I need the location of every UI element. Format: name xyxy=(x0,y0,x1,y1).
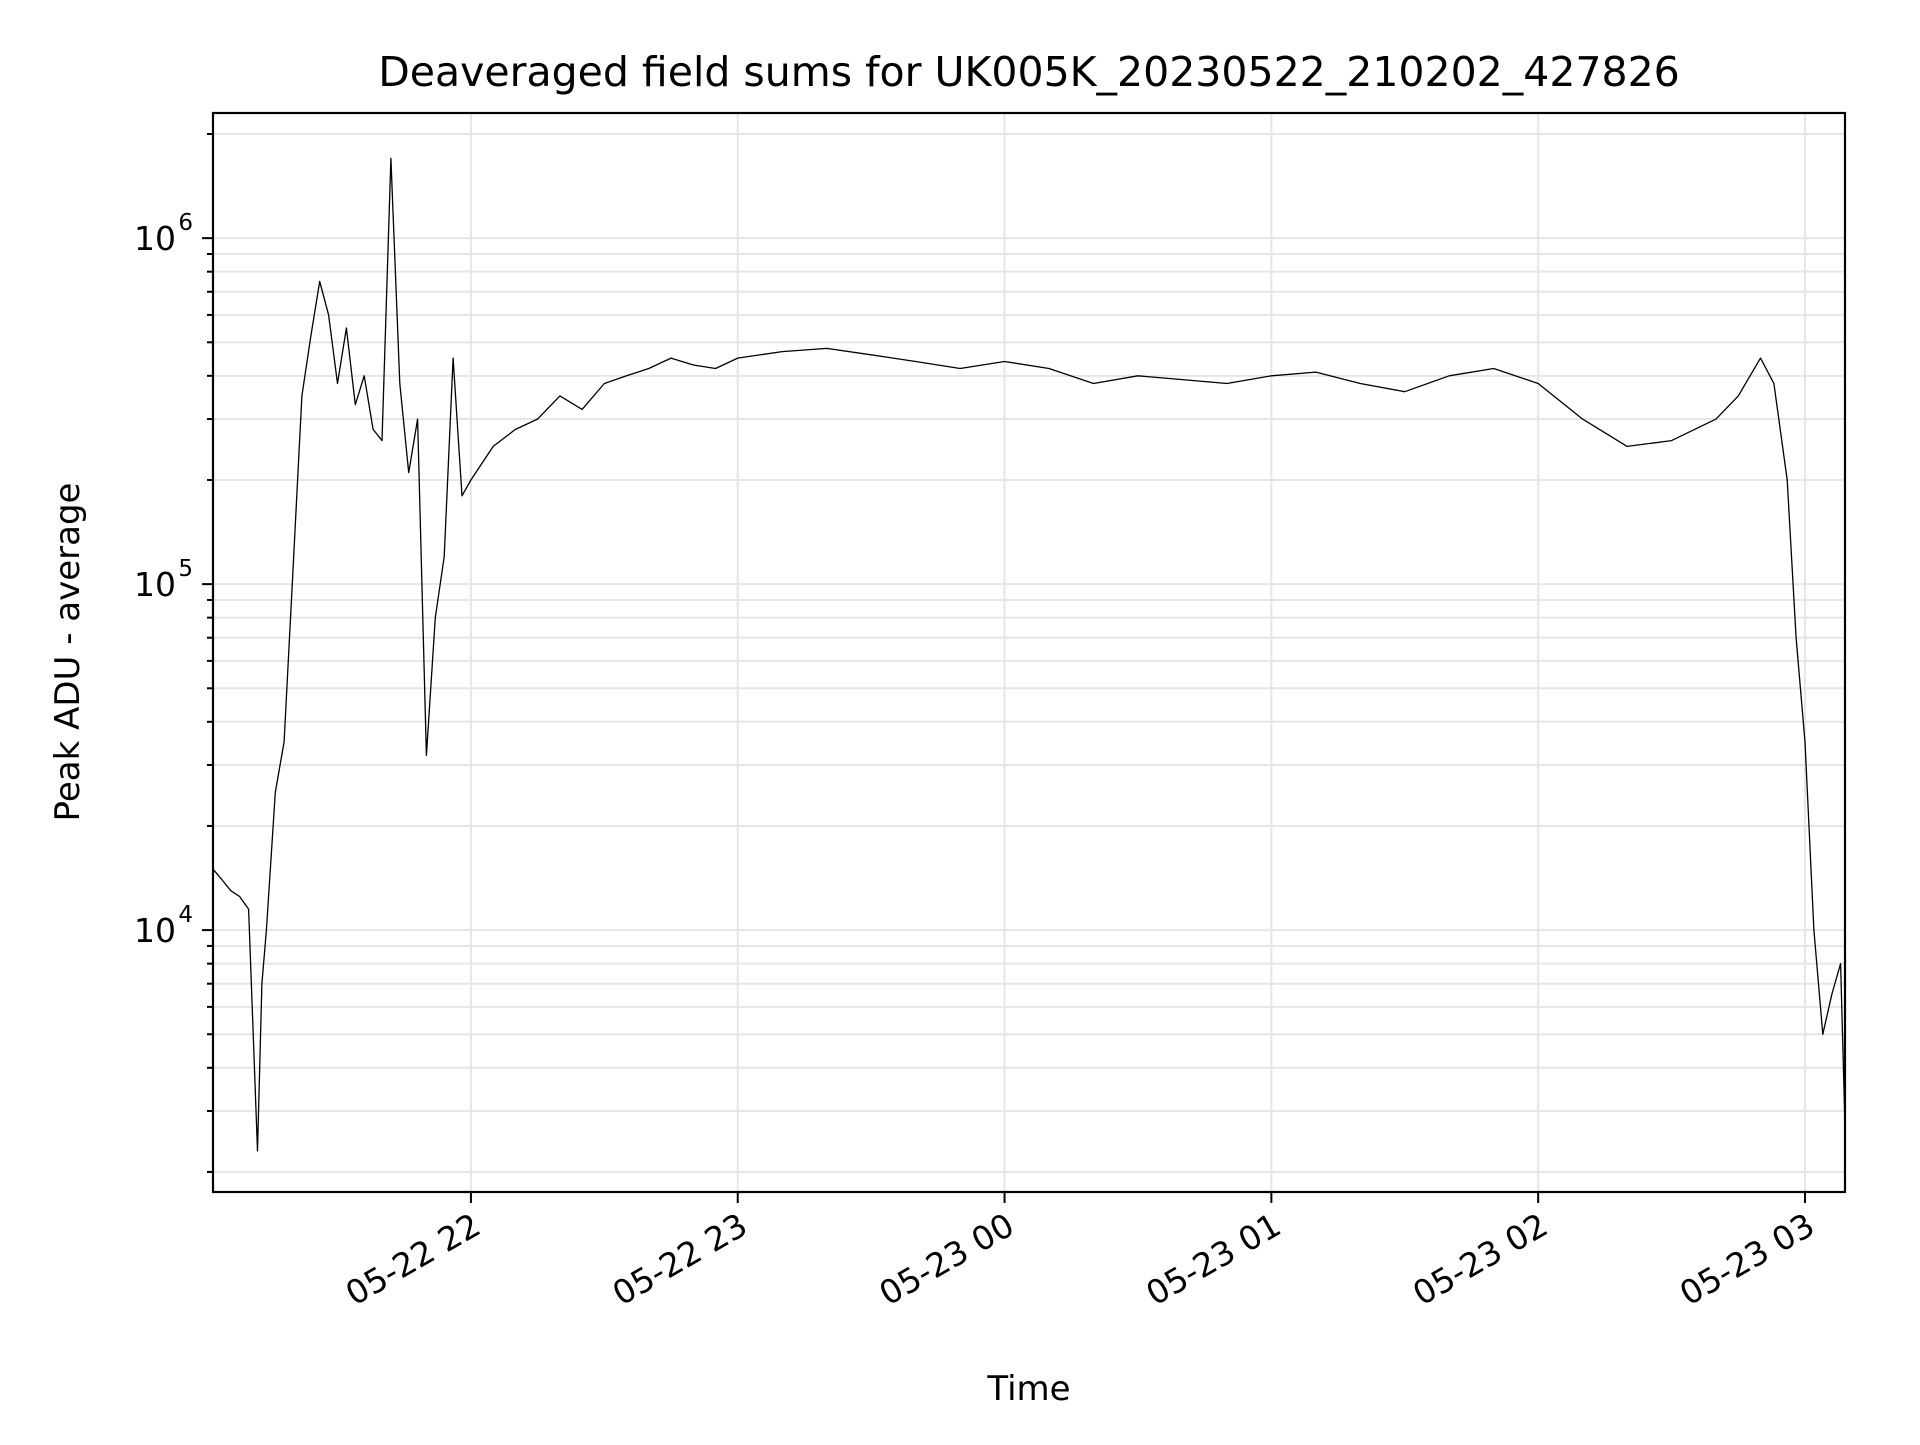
x-tick-label: 05-22 23 xyxy=(606,1205,754,1313)
x-tick-label: 05-23 01 xyxy=(1139,1205,1287,1313)
series-line-0 xyxy=(212,157,1846,1152)
y-tick-base: 10 xyxy=(134,219,176,258)
y-tick-exponent: 4 xyxy=(178,902,193,928)
x-tick-label: 05-23 03 xyxy=(1673,1205,1821,1313)
x-tick-label: 05-22 22 xyxy=(339,1205,487,1313)
y-tick-base: 10 xyxy=(134,911,176,950)
y-tick-label: 10 xyxy=(134,911,176,950)
y-tick-label: 10 xyxy=(134,565,176,604)
x-axis-label: Time xyxy=(986,1369,1070,1409)
chart-title: Deaveraged field sums for UK005K_2023052… xyxy=(378,48,1680,96)
y-tick-exponent: 5 xyxy=(178,556,193,582)
y-axis-label: Peak ADU - average xyxy=(48,483,88,822)
y-tick-label: 10 xyxy=(134,219,176,258)
series-layer xyxy=(212,157,1846,1152)
grid-layer xyxy=(213,113,1845,1192)
x-tick-label: 05-23 02 xyxy=(1406,1205,1554,1313)
y-tick-exponent: 6 xyxy=(178,210,193,236)
x-tick-label: 05-23 00 xyxy=(873,1205,1021,1313)
y-tick-base: 10 xyxy=(134,565,176,604)
plot-frame xyxy=(211,111,1847,1194)
